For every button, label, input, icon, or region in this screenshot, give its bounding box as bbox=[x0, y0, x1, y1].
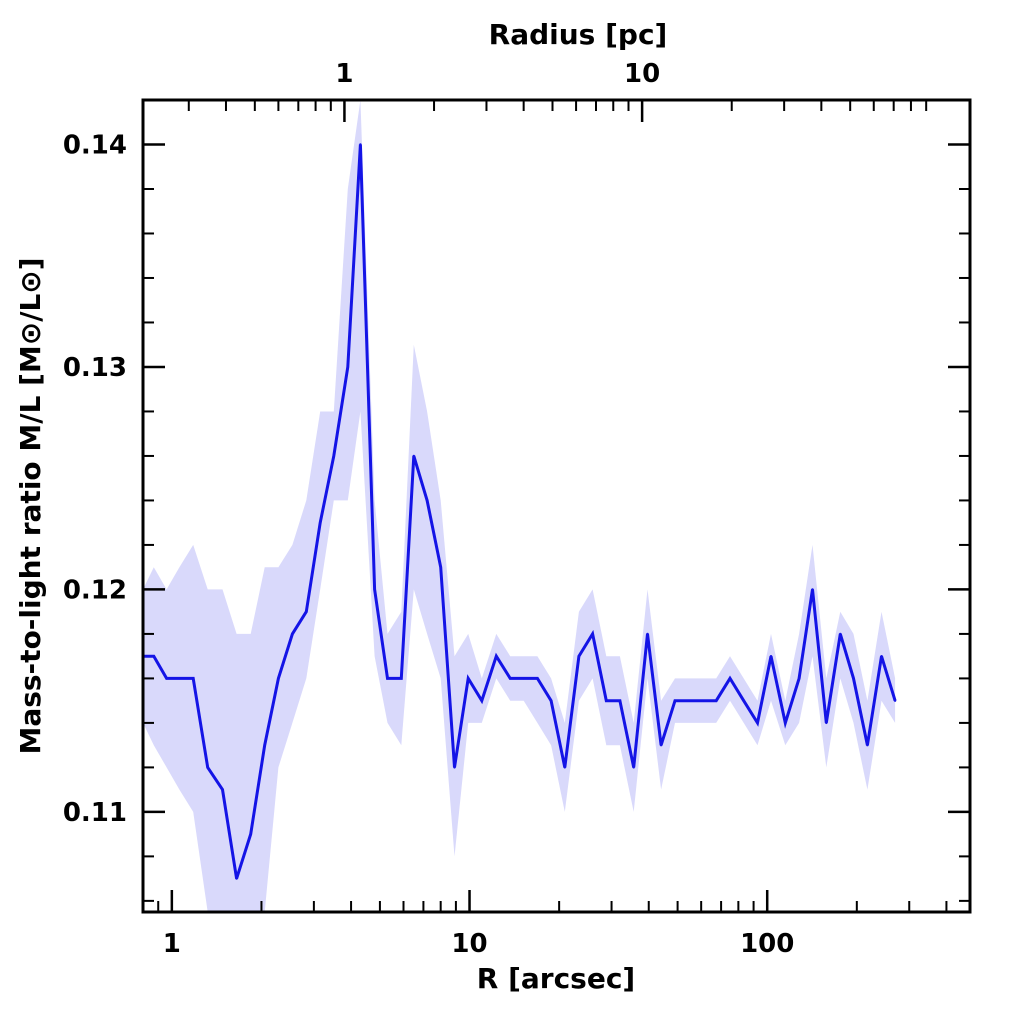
data-point bbox=[756, 721, 759, 725]
data-point bbox=[346, 365, 349, 369]
data-point bbox=[646, 632, 649, 636]
top-tick-label: 1 bbox=[335, 59, 353, 89]
data-point bbox=[439, 566, 442, 569]
data-point bbox=[522, 677, 525, 680]
data-point bbox=[839, 632, 842, 636]
y-tick-label: 0.14 bbox=[63, 130, 127, 160]
x-tick-label: 10 bbox=[451, 929, 487, 959]
top-axis-title: Radius [pc] bbox=[489, 18, 668, 51]
x-tick-label: 100 bbox=[740, 929, 794, 959]
top-tick-label: 10 bbox=[624, 59, 660, 89]
data-point bbox=[359, 143, 362, 146]
data-point bbox=[880, 655, 883, 658]
y-axis-title: Mass-to-light ratio M/L [M⊙/L⊙] bbox=[14, 257, 47, 754]
data-point bbox=[893, 699, 897, 702]
data-point bbox=[305, 610, 308, 613]
data-point bbox=[825, 721, 828, 725]
data-point bbox=[536, 677, 539, 680]
data-point bbox=[386, 677, 389, 680]
data-point bbox=[412, 454, 415, 458]
data-point bbox=[811, 588, 814, 591]
data-point bbox=[605, 699, 608, 702]
data-point bbox=[400, 677, 403, 680]
data-point bbox=[728, 677, 732, 680]
data-point bbox=[206, 766, 209, 769]
data-point bbox=[192, 677, 195, 680]
data-point bbox=[453, 766, 456, 769]
data-point bbox=[467, 677, 470, 680]
data-point bbox=[659, 744, 663, 747]
data-point bbox=[852, 677, 855, 680]
data-point bbox=[332, 454, 335, 458]
data-point bbox=[263, 744, 266, 747]
data-point bbox=[495, 655, 498, 658]
data-point bbox=[549, 699, 553, 702]
data-point bbox=[866, 744, 869, 747]
data-point bbox=[480, 699, 483, 702]
data-point bbox=[715, 699, 718, 702]
data-point bbox=[221, 788, 224, 791]
uncertainty-band-layer bbox=[143, 100, 896, 912]
data-point bbox=[178, 677, 181, 680]
data-point bbox=[249, 832, 252, 836]
data-point bbox=[687, 699, 690, 702]
data-point bbox=[673, 699, 677, 702]
data-point bbox=[373, 588, 376, 591]
data-point bbox=[632, 766, 635, 769]
ml-profile-line bbox=[143, 144, 897, 880]
data-point bbox=[319, 521, 322, 524]
data-point bbox=[277, 677, 280, 680]
data-point bbox=[618, 699, 622, 702]
data-point bbox=[701, 699, 704, 702]
data-line-layer bbox=[141, 143, 897, 880]
tick-label-layer: 1 10 100 1 10 0.11 0.12 0.13 0.14 bbox=[63, 59, 795, 959]
y-tick-label: 0.11 bbox=[63, 798, 127, 828]
data-point bbox=[152, 655, 155, 658]
data-point bbox=[742, 699, 745, 702]
tick-mark-layer bbox=[143, 100, 970, 912]
data-point bbox=[235, 877, 238, 880]
data-point bbox=[165, 677, 168, 680]
plot-frame bbox=[141, 98, 972, 914]
data-point bbox=[563, 766, 566, 769]
data-point bbox=[591, 632, 594, 636]
data-point bbox=[509, 677, 512, 680]
data-point bbox=[425, 499, 429, 502]
x-axis-title: R [arcsec] bbox=[477, 962, 635, 995]
data-point bbox=[291, 632, 294, 636]
y-tick-label: 0.13 bbox=[63, 353, 127, 383]
data-point bbox=[797, 677, 801, 680]
data-point bbox=[577, 655, 581, 658]
data-point bbox=[769, 655, 773, 658]
x-tick-label: 1 bbox=[163, 929, 181, 959]
y-tick-label: 0.12 bbox=[63, 575, 127, 605]
data-point bbox=[784, 721, 787, 725]
uncertainty-band bbox=[143, 100, 896, 912]
